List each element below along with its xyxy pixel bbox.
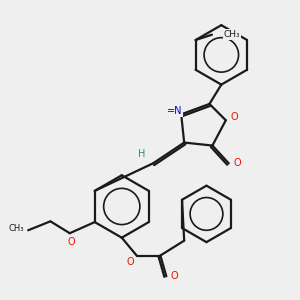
Text: O: O: [233, 158, 241, 168]
Text: H: H: [138, 149, 146, 159]
Text: O: O: [230, 112, 238, 122]
Text: O: O: [171, 271, 178, 281]
Text: =N: =N: [167, 106, 182, 116]
Text: CH₃: CH₃: [8, 224, 24, 233]
Text: O: O: [126, 257, 134, 267]
Text: O: O: [68, 236, 75, 247]
Text: CH₃: CH₃: [223, 30, 240, 39]
